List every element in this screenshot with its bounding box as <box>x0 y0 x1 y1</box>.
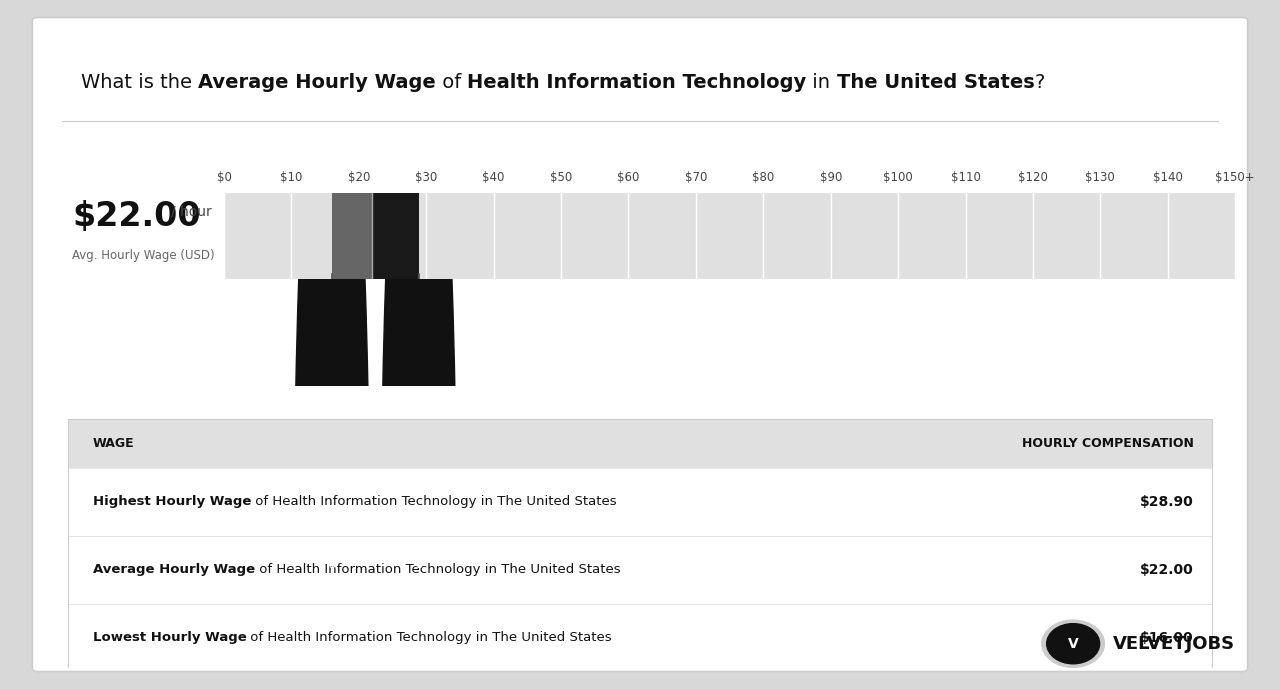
Ellipse shape <box>294 0 370 689</box>
Bar <box>406 0 431 5</box>
FancyBboxPatch shape <box>68 419 1211 468</box>
Text: Avg. Hourly Wage (USD): Avg. Hourly Wage (USD) <box>72 249 215 262</box>
FancyBboxPatch shape <box>68 604 1211 672</box>
Text: The United States: The United States <box>837 73 1034 92</box>
Bar <box>372 193 419 279</box>
Text: VELVETJOBS: VELVETJOBS <box>1112 635 1235 652</box>
Text: Average Hourly Wage: Average Hourly Wage <box>92 563 255 576</box>
Text: of Health Information Technology in The United States: of Health Information Technology in The … <box>255 563 621 576</box>
Text: / hour: / hour <box>170 205 211 218</box>
Text: of Health Information Technology in The United States: of Health Information Technology in The … <box>246 631 612 644</box>
Text: $28.90: $28.90 <box>1139 495 1193 508</box>
Text: V: V <box>1068 637 1079 650</box>
Text: ?: ? <box>1034 73 1044 92</box>
Text: Average Hourly Wage: Average Hourly Wage <box>198 73 435 92</box>
Text: of: of <box>435 73 467 92</box>
Text: Health Information Technology: Health Information Technology <box>467 73 806 92</box>
Bar <box>332 193 372 279</box>
Ellipse shape <box>1047 624 1100 664</box>
Text: in: in <box>806 73 837 92</box>
Text: $22.00: $22.00 <box>72 200 201 233</box>
Ellipse shape <box>381 0 457 689</box>
FancyBboxPatch shape <box>68 535 1211 604</box>
Text: Lowest Hourly Wage: Lowest Hourly Wage <box>92 631 246 644</box>
FancyBboxPatch shape <box>32 17 1248 672</box>
Text: $16.00: $16.00 <box>1140 630 1193 645</box>
Ellipse shape <box>1042 620 1105 668</box>
Text: What is the: What is the <box>81 73 198 92</box>
Text: $22.00: $22.00 <box>1139 562 1193 577</box>
Text: WAGE: WAGE <box>92 437 134 450</box>
FancyBboxPatch shape <box>68 468 1211 535</box>
Text: $: $ <box>416 560 422 570</box>
Text: Highest Hourly Wage: Highest Hourly Wage <box>92 495 251 508</box>
Text: HOURLY COMPENSATION: HOURLY COMPENSATION <box>1021 437 1193 450</box>
Text: $: $ <box>329 560 335 570</box>
Bar <box>319 0 344 5</box>
Text: of Health Information Technology in The United States: of Health Information Technology in The … <box>251 495 617 508</box>
